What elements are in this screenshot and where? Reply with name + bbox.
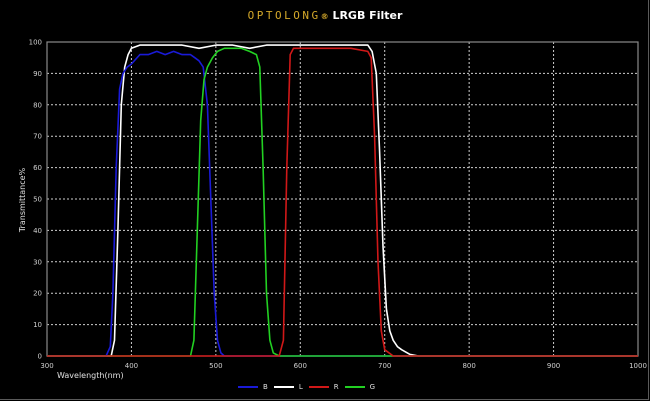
- grid-lines: [47, 42, 638, 356]
- y-tick-label: 90: [33, 70, 42, 78]
- registered-mark: ®: [320, 12, 329, 21]
- y-tick-label: 30: [33, 258, 42, 266]
- legend: B L R G: [238, 383, 379, 391]
- x-tick-label: 500: [209, 362, 222, 370]
- y-tick-label: 0: [38, 353, 42, 361]
- x-tick-label: 1000: [629, 362, 647, 370]
- series-line-r: [47, 47, 638, 357]
- y-tick-label: 10: [33, 321, 42, 329]
- y-tick-label: 50: [33, 196, 42, 204]
- legend-label-g: G: [369, 383, 376, 391]
- y-tick-label: 80: [33, 101, 42, 109]
- legend-swatch-b: [238, 386, 258, 388]
- y-tick-label: 60: [33, 164, 42, 172]
- y-tick-label: 20: [33, 290, 42, 298]
- legend-label-b: B: [263, 383, 268, 391]
- x-tick-label: 700: [378, 362, 391, 370]
- x-tick-label: 800: [462, 362, 475, 370]
- chart-title: OPTOLONG® LRGB Filter: [0, 9, 650, 22]
- legend-swatch-g: [344, 386, 365, 388]
- x-tick-label: 400: [125, 362, 138, 370]
- legend-swatch-l: [273, 386, 294, 388]
- legend-label-r: R: [333, 383, 339, 391]
- series-line-l: [47, 44, 638, 357]
- y-axis-label: Transmittance%: [18, 167, 27, 233]
- series-line-b: [47, 50, 638, 357]
- tick-labels: 0 10 20 30 40 50 60 70 80 90 100 300 400 500 600 700 800…: [29, 39, 647, 371]
- x-tick-label: 900: [547, 362, 560, 370]
- series-line-g: [47, 47, 638, 357]
- series-lines: [47, 44, 638, 357]
- chart-title-text: LRGB Filter: [332, 9, 403, 22]
- legend-swatch-r: [308, 386, 329, 388]
- x-tick-label: 300: [40, 362, 53, 370]
- y-tick-label: 40: [33, 227, 42, 235]
- y-tick-label: 70: [33, 133, 42, 141]
- x-axis-label: Wavelength(nm): [57, 371, 124, 380]
- x-tick-label: 600: [294, 362, 307, 370]
- brand-logo: OPTOLONG: [247, 9, 321, 22]
- legend-label-l: L: [298, 383, 303, 391]
- y-tick-label: 100: [29, 39, 42, 47]
